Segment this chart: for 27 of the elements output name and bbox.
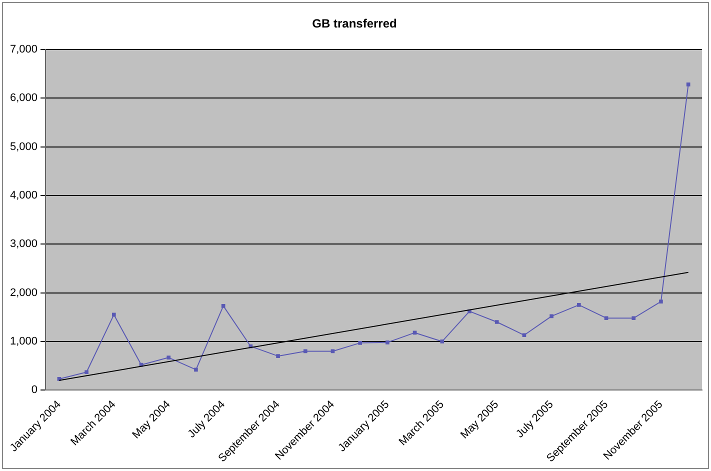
point	[632, 316, 636, 320]
chart-title: GB transferred	[312, 16, 397, 31]
y-tick-label: 7,000	[10, 43, 38, 56]
point	[84, 370, 88, 374]
y-tick-label: 6,000	[10, 92, 38, 104]
point	[522, 333, 526, 338]
point	[440, 340, 444, 344]
point	[686, 82, 690, 86]
y-tick-label: 1,000	[10, 336, 38, 348]
point	[659, 300, 663, 304]
point	[576, 303, 581, 307]
point	[112, 312, 116, 317]
point	[494, 320, 499, 324]
y-tick-label: 0	[31, 384, 38, 396]
y-tick-label: 4,000	[10, 189, 38, 202]
point	[166, 356, 171, 360]
point	[604, 316, 608, 320]
y-tick-label: 2,000	[10, 286, 38, 299]
y-tick-label: 5,000	[10, 140, 38, 153]
point	[358, 341, 362, 345]
point	[276, 354, 280, 358]
point	[303, 349, 308, 354]
point	[194, 368, 198, 372]
point	[221, 304, 226, 308]
point	[386, 340, 390, 344]
y-tick-label: 3,000	[10, 238, 38, 250]
point	[550, 314, 554, 318]
